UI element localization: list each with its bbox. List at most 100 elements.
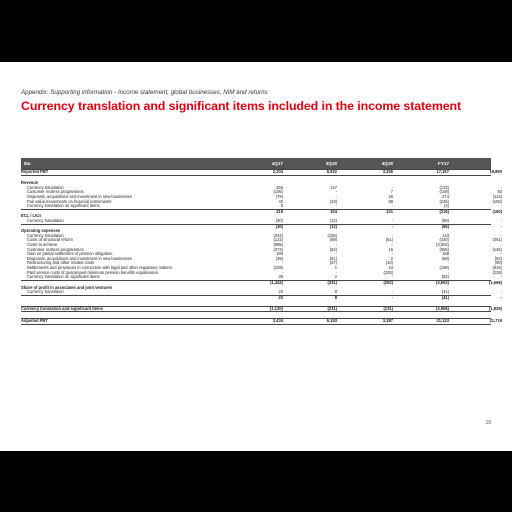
cell-value: (228) bbox=[383, 269, 393, 275]
row-label: Currency translation bbox=[27, 289, 64, 295]
cell-value: 8 bbox=[334, 294, 337, 300]
cell-value: 39 bbox=[278, 274, 283, 280]
cell-value: 143 bbox=[442, 232, 449, 238]
table-row: Customer redress programmes (106) - 7 (108) 5… bbox=[21, 189, 502, 195]
cell-value: - bbox=[281, 260, 283, 266]
cell-value: 2 bbox=[334, 274, 337, 280]
cell-value: - bbox=[281, 269, 283, 275]
column-header: 3Q18 bbox=[325, 161, 337, 166]
cell-value: - bbox=[391, 184, 393, 190]
cell-value: 2 bbox=[390, 255, 393, 261]
column-header: 4Q17 bbox=[271, 161, 283, 166]
section-heading-row: ECL / LICs bbox=[21, 214, 491, 219]
cell-value: 23 bbox=[278, 294, 283, 300]
cell-value: 21,719 bbox=[489, 317, 502, 323]
row-label: Share of profit in associates and joint … bbox=[21, 284, 113, 290]
cell-value: (3,653) bbox=[436, 279, 449, 285]
table-row: Customer redress programmes (272) (82) 16 (6… bbox=[21, 246, 502, 253]
cell-value: - bbox=[391, 232, 393, 238]
cell-value: (106) bbox=[273, 189, 283, 195]
cell-value: (420) bbox=[439, 237, 449, 243]
cell-value: - bbox=[500, 242, 502, 248]
cell-value: (1,130) bbox=[270, 305, 283, 311]
cell-value: (100) bbox=[492, 198, 502, 204]
cell-value: - bbox=[500, 217, 502, 223]
row-label: Currency translation and significant ite… bbox=[21, 305, 103, 311]
subtotal-row: (30) (12) - (56) - bbox=[21, 223, 502, 230]
cell-value: (12) bbox=[329, 223, 337, 229]
cell-value: (90) bbox=[494, 260, 502, 266]
cell-value: (146) bbox=[492, 246, 502, 252]
cell-value: (3,966) bbox=[436, 305, 449, 311]
cell-value: - bbox=[391, 223, 393, 229]
subtotal-row: 23 8 - (41) - bbox=[21, 294, 502, 301]
cell-value: (133) bbox=[439, 184, 449, 190]
cell-value: - bbox=[447, 269, 449, 275]
table-row: Currency translation on significant item… bbox=[21, 203, 502, 209]
cell-value: (228) bbox=[273, 265, 283, 271]
cell-value: (10) bbox=[385, 260, 393, 266]
cell-value: 98 bbox=[388, 198, 393, 204]
cell-value: 43 bbox=[278, 198, 283, 204]
cell-value: (131) bbox=[273, 237, 283, 243]
cell-value: - bbox=[391, 274, 393, 280]
cell-value: 274 bbox=[442, 193, 449, 199]
cell-value: 188 bbox=[276, 251, 283, 257]
row-label: Currency translation on significant item… bbox=[27, 203, 100, 209]
cell-value: - bbox=[500, 223, 502, 229]
cell-value: 104 bbox=[330, 208, 337, 214]
row-label: Disposals, acquisitions and investment i… bbox=[27, 193, 132, 199]
section-heading-row: Revenue bbox=[21, 180, 491, 186]
cell-value: (51) bbox=[385, 237, 393, 243]
row-label: Reported PBT bbox=[21, 169, 49, 174]
table-row: Currency translation 23 8 - (41) - bbox=[21, 289, 502, 295]
cell-value: (39) bbox=[275, 255, 283, 261]
cell-value: 319 bbox=[276, 208, 283, 214]
cell-value: (160) bbox=[492, 208, 502, 214]
cell-value: 3,387 bbox=[382, 317, 393, 323]
cell-value: 21,133 bbox=[436, 317, 449, 323]
cell-value: - bbox=[500, 289, 502, 295]
cell-value: 26 bbox=[388, 193, 393, 199]
section-heading-row: Share of profit in associates and joint … bbox=[21, 284, 491, 291]
cell-value: 17,167 bbox=[436, 169, 449, 174]
cell-value: (113) bbox=[492, 193, 502, 199]
cell-value: - bbox=[500, 294, 502, 300]
section-heading-row: Operating expenses bbox=[21, 229, 491, 234]
cell-value: (272) bbox=[273, 246, 283, 252]
row-label: Past service costs of guaranteed minimum… bbox=[27, 269, 159, 275]
cell-value: (245) bbox=[439, 198, 449, 204]
table-row: Currency translation (344) (105) - 143 - bbox=[21, 232, 502, 239]
cell-value: (52) bbox=[441, 274, 449, 280]
row-label: Restructuring and other related costs bbox=[27, 260, 95, 266]
cell-value: - bbox=[335, 193, 337, 199]
cell-value: 16 bbox=[388, 246, 393, 252]
table-row: Past service costs of guaranteed minimum… bbox=[21, 269, 502, 276]
cell-value: (262) bbox=[383, 279, 393, 285]
row-label: Fair value movements on financial instru… bbox=[27, 198, 112, 204]
cell-value: (82) bbox=[329, 246, 337, 252]
cell-value: (344) bbox=[273, 232, 283, 238]
cell-value: (41) bbox=[441, 289, 449, 295]
table-row: Restructuring and other related costs - (2… bbox=[21, 260, 502, 266]
cell-value: 3,434 bbox=[272, 317, 283, 323]
cell-value: (885) bbox=[273, 242, 283, 248]
cell-value: (331) bbox=[327, 279, 337, 285]
cell-value: (108) bbox=[439, 189, 449, 195]
total-row: Reported PBT 2,304 5,922 3,256 17,167 19,890 bbox=[21, 169, 502, 176]
table-row: Costs to achieve (885) - - (3,002) - bbox=[21, 242, 502, 248]
cell-value: - bbox=[447, 260, 449, 266]
row-label: Revenue bbox=[21, 180, 39, 186]
cell-value: (56) bbox=[441, 223, 449, 229]
row-label: Operating expenses bbox=[21, 228, 61, 234]
cell-value: (231) bbox=[327, 305, 337, 311]
cell-value: (89) bbox=[329, 237, 337, 243]
cell-value: - bbox=[391, 294, 393, 300]
cell-value: - bbox=[391, 203, 393, 209]
row-label: Gain on partial settlement of pension ob… bbox=[27, 251, 113, 257]
row-label: Costs of structural reform bbox=[27, 237, 73, 243]
table-body: Reported PBT 2,304 5,922 3,256 17,167 19,890 R… bbox=[21, 169, 502, 325]
row-label: Currency translation bbox=[27, 184, 64, 190]
cell-value: - bbox=[500, 251, 502, 257]
cell-value: - bbox=[335, 242, 337, 248]
